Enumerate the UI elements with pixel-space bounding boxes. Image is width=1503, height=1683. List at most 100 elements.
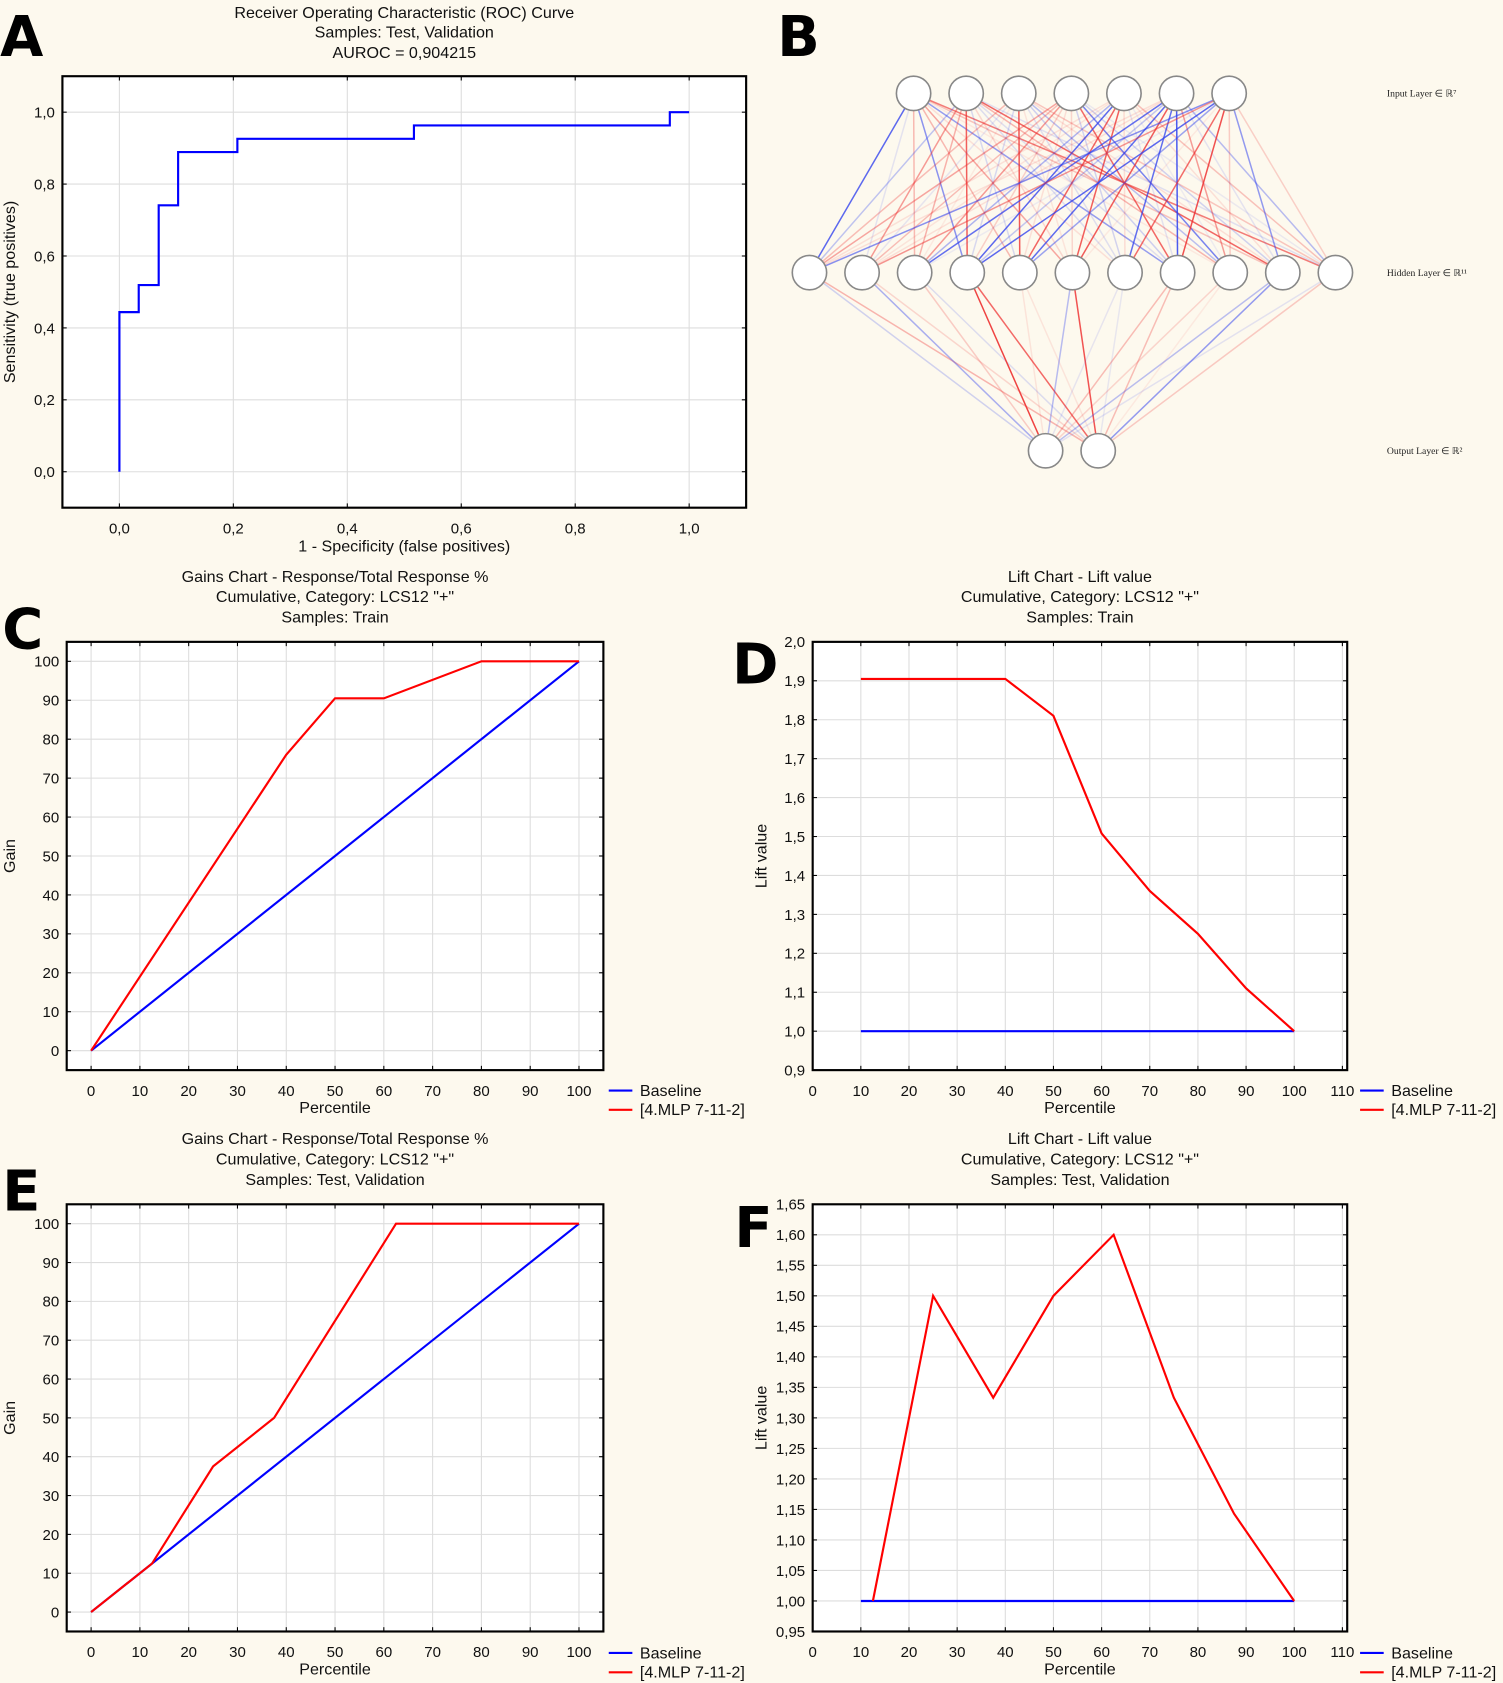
y-tick-label: 1,65 [776, 1197, 805, 1214]
y-tick-label: 80 [42, 732, 59, 749]
x-tick-label: 40 [997, 1083, 1014, 1100]
x-axis-label: Percentile [1044, 1660, 1116, 1678]
connection-line [809, 92, 1177, 274]
panel-letter-c: C [2, 597, 43, 662]
series-line-model [90, 660, 580, 1052]
panel-letter-f: F [734, 1196, 772, 1261]
y-tick-label: 60 [42, 1371, 59, 1388]
x-tick-label: 60 [375, 1083, 392, 1100]
y-tick-label: 80 [42, 1294, 59, 1311]
neuron-node [791, 254, 828, 291]
connection-line [861, 92, 1230, 274]
chart-title: Cumulative, Category: LCS12 "+" [961, 1151, 1199, 1169]
legend: Baseline[4.MLP 7-11-2] [608, 1644, 745, 1682]
series-line-roc [118, 111, 690, 472]
y-tick-label: 1,4 [784, 868, 805, 885]
connection-line [861, 272, 1099, 452]
y-axis-label: Gain [1, 839, 19, 873]
panel-letter-a: A [0, 5, 43, 70]
connection-line [1097, 272, 1231, 452]
connection-line [965, 93, 968, 273]
panel-letter-b: B [777, 5, 820, 70]
plot-border [811, 640, 1349, 1072]
chart-title: Lift Chart - Lift value [1008, 568, 1152, 586]
connection-line [861, 92, 1020, 274]
neuron-node [1212, 254, 1249, 291]
x-tick-label: 90 [522, 1083, 539, 1100]
chart-title: Lift Chart - Lift value [1008, 1130, 1152, 1148]
x-tick-label: 30 [949, 1644, 966, 1661]
y-tick-label: 1,3 [784, 907, 805, 924]
connection-line [809, 271, 1099, 452]
connection-line [912, 93, 916, 273]
y-tick-label: 1,50 [776, 1288, 805, 1305]
connection-line [966, 272, 1047, 452]
legend-label: Baseline [1391, 1644, 1453, 1662]
neuron-node [896, 254, 933, 291]
y-tick-label: 1,0 [34, 105, 55, 122]
neuron-node [949, 254, 986, 291]
x-tick-label: 50 [1045, 1644, 1062, 1661]
legend: Baseline[4.MLP 7-11-2] [608, 1082, 745, 1119]
legend-label: [4.MLP 7-11-2] [640, 1101, 745, 1119]
x-tick-label: 80 [473, 1644, 490, 1661]
y-tick-label: 0,6 [34, 248, 55, 265]
connection-line [1175, 92, 1284, 274]
y-tick-label: 0,2 [34, 392, 55, 409]
x-tick-label: 50 [327, 1083, 344, 1100]
y-axis-label: Gain [1, 1401, 19, 1435]
connection-line [966, 92, 1230, 274]
panel-letter-e: E [2, 1160, 40, 1225]
connection-line [1019, 92, 1230, 274]
x-tick-label: 10 [132, 1083, 149, 1100]
layer-label: Hidden Layer ∈ ℝ¹¹ [1387, 268, 1467, 279]
y-tick-label: 0,0 [34, 464, 55, 481]
plot-border [811, 1203, 1349, 1633]
connection-line [966, 93, 1020, 273]
chart-title: Cumulative, Category: LCS12 "+" [216, 1151, 454, 1169]
neuron-node [1159, 254, 1196, 291]
neuron-node [1317, 254, 1354, 291]
y-tick-label: 20 [42, 965, 59, 982]
series-line-model [860, 677, 1295, 1032]
y-tick-label: 10 [42, 1566, 59, 1583]
neuron-node [1054, 254, 1091, 291]
connection-line [1045, 272, 1231, 452]
y-tick-label: 1,40 [776, 1349, 805, 1366]
chart-title: Gains Chart - Response/Total Response % [182, 1130, 489, 1148]
x-tick-label: 40 [278, 1644, 295, 1661]
neuron-node [1158, 75, 1195, 112]
connection-line [914, 92, 1072, 274]
legend-label: Baseline [640, 1644, 702, 1662]
connection-line [809, 92, 1125, 274]
connection-line [1019, 93, 1125, 274]
charts: 0,0 0,2 0,4 0,6 0,8 1,0 0,0 0,2 0,4 0,6 0,8 1,0 Rece… [1, 4, 1496, 1681]
connection-line [1019, 272, 1047, 451]
chart-title: Gains Chart - Response/Total Response % [182, 568, 489, 586]
y-tick-label: 1,30 [776, 1410, 805, 1427]
chart-title: Samples: Train [1026, 609, 1133, 627]
legend-label: [4.MLP 7-11-2] [1391, 1101, 1496, 1119]
y-tick-label: 0 [51, 1604, 59, 1621]
layer-label: Input Layer ∈ ℝ⁷ [1387, 89, 1457, 100]
connection-line [914, 92, 1230, 274]
y-tick-label: 1,45 [776, 1319, 805, 1336]
neuron-node [1105, 75, 1142, 112]
connection-line [861, 272, 1047, 452]
panel-letter-d: D [732, 633, 778, 698]
connection-line [1071, 272, 1099, 451]
x-tick-label: 100 [1282, 1083, 1307, 1100]
y-tick-label: 30 [42, 926, 59, 943]
x-tick-label: 0 [809, 1083, 817, 1100]
x-tick-label: 110 [1330, 1644, 1354, 1661]
chart-a: 0,0 0,2 0,4 0,6 0,8 1,0 0,0 0,2 0,4 0,6 0,8 1,0 Rece… [1, 4, 748, 556]
x-tick-label: 50 [1045, 1083, 1062, 1100]
x-tick-label: 0 [87, 1083, 95, 1100]
y-tick-label: 1,6 [784, 790, 805, 807]
layer-label: Output Layer ∈ ℝ² [1387, 446, 1463, 457]
legend: Baseline[4.MLP 7-11-2] [1360, 1082, 1496, 1119]
y-tick-label: 100 [34, 654, 59, 671]
chart-title: AUROC = 0,904215 [332, 44, 476, 62]
x-tick-label: 70 [1141, 1644, 1158, 1661]
legend-label: Baseline [1391, 1082, 1453, 1100]
